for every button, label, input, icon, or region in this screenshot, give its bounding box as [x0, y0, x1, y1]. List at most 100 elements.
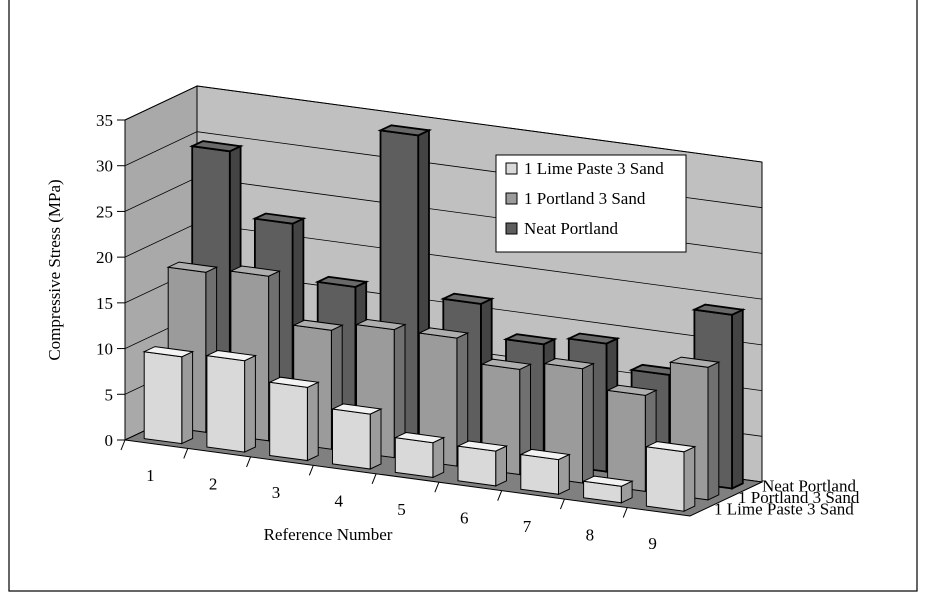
y-tick-label: 0	[105, 431, 114, 450]
bar-side	[495, 445, 507, 487]
bar-1-9	[644, 441, 697, 512]
bar-1-3	[267, 376, 320, 462]
series-depth-label: 1 Portland 3 Sand	[738, 488, 860, 507]
x-tick-mark	[120, 439, 126, 451]
bar-1-2	[205, 349, 258, 453]
bar-top	[581, 475, 634, 487]
y-tick-label: 10	[96, 340, 113, 359]
bar-top	[291, 319, 344, 331]
legend-swatch	[505, 162, 518, 175]
x-tick-labels: 1 2 3 4 5 6 7 8 9	[120, 439, 657, 553]
legend-entry-label: 1 Portland 3 Sand	[524, 189, 646, 208]
x-tick-label: 8	[586, 525, 595, 544]
bar-side	[244, 354, 256, 453]
bar-1-5	[393, 431, 446, 479]
bar-side	[683, 445, 696, 512]
bar-1-1	[142, 346, 195, 445]
bar-side	[582, 362, 594, 484]
bar-top	[456, 440, 509, 452]
bar-top	[393, 431, 446, 444]
bar-top	[502, 333, 558, 346]
bar-front	[269, 381, 308, 462]
x-tick-mark	[622, 507, 628, 518]
x-tick-label: 9	[648, 534, 657, 553]
bar-top	[543, 357, 596, 370]
bar-top	[166, 261, 219, 273]
y-tick-label: 5	[105, 385, 114, 404]
bar-top	[519, 448, 572, 461]
x-tick-label: 3	[272, 483, 281, 502]
bar-top	[189, 140, 244, 153]
y-tick-label: 30	[96, 157, 113, 176]
bar-top	[668, 356, 721, 368]
bar-top	[267, 376, 320, 388]
bar-top	[417, 327, 470, 339]
bar-top	[644, 441, 697, 453]
bar-top	[691, 303, 746, 316]
series-depth-label: Neat Portland	[762, 477, 856, 496]
bar-top	[229, 265, 282, 277]
x-tick-label: 1	[146, 466, 155, 485]
bar-top	[330, 403, 383, 415]
bar-1-7	[519, 448, 572, 496]
bar-top	[480, 358, 533, 370]
y-tick-label: 20	[96, 248, 113, 267]
y-tick-labels: 0 5 10 15 20 25 30 35	[96, 111, 113, 450]
legend-entry-label: 1 Lime Paste 3 Sand	[524, 159, 664, 178]
x-tick-label: 2	[209, 475, 218, 494]
bar-side	[558, 453, 570, 496]
bar-top	[205, 349, 258, 362]
series-depth-label: 1 Lime Paste 3 Sand	[714, 499, 854, 518]
y-tick-label: 25	[96, 202, 113, 221]
bar-front	[457, 445, 497, 487]
legend: 1 Lime Paste 3 Sand 1 Portland 3 Sand Neat…	[495, 154, 687, 253]
bar-side	[306, 381, 319, 462]
bar-side	[731, 308, 744, 490]
bar-1-6	[456, 440, 509, 487]
x-tick-mark	[246, 456, 252, 468]
x-axis-title: Reference Number	[264, 525, 393, 544]
legend-entry-label: Neat Portland	[524, 219, 618, 238]
x-tick-mark	[434, 482, 440, 493]
y-axis-title: Compressive Stress (MPa)	[45, 179, 64, 360]
bar-front	[332, 408, 371, 470]
bar-front	[607, 389, 646, 492]
bar-top	[142, 346, 195, 358]
bar-front	[520, 453, 559, 495]
x-tick-label: 6	[460, 508, 469, 527]
bar-front	[143, 351, 183, 445]
x-tick-mark	[497, 490, 503, 501]
bar-front	[206, 355, 246, 453]
bar-top	[440, 292, 495, 305]
x-tick-mark	[559, 498, 565, 510]
x-tick-label: 4	[334, 492, 343, 511]
bar-front	[394, 437, 434, 478]
x-tick-mark	[308, 465, 314, 476]
x-tick-label: 5	[397, 500, 406, 519]
bar-top	[251, 212, 307, 225]
bar-top	[354, 318, 407, 331]
bar-1-4	[330, 403, 383, 470]
bar-side	[707, 361, 720, 501]
bar-top	[565, 332, 621, 345]
bar-2-5	[417, 327, 470, 467]
x-tick-mark	[183, 448, 189, 459]
bar-top	[314, 275, 370, 288]
y-tick-label: 35	[96, 111, 113, 130]
legend-swatch	[505, 222, 518, 235]
bar-top	[377, 124, 433, 137]
x-tick-label: 7	[523, 517, 532, 536]
bar-side	[432, 436, 445, 479]
bar-top	[605, 384, 658, 396]
bar-front	[645, 446, 685, 512]
gridline	[124, 85, 763, 163]
y-tick-label: 15	[96, 294, 113, 313]
bar-side	[369, 408, 382, 470]
bars	[142, 124, 746, 512]
x-tick-mark	[371, 473, 377, 484]
bar-side	[181, 350, 194, 445]
bar-1-8	[581, 475, 634, 504]
